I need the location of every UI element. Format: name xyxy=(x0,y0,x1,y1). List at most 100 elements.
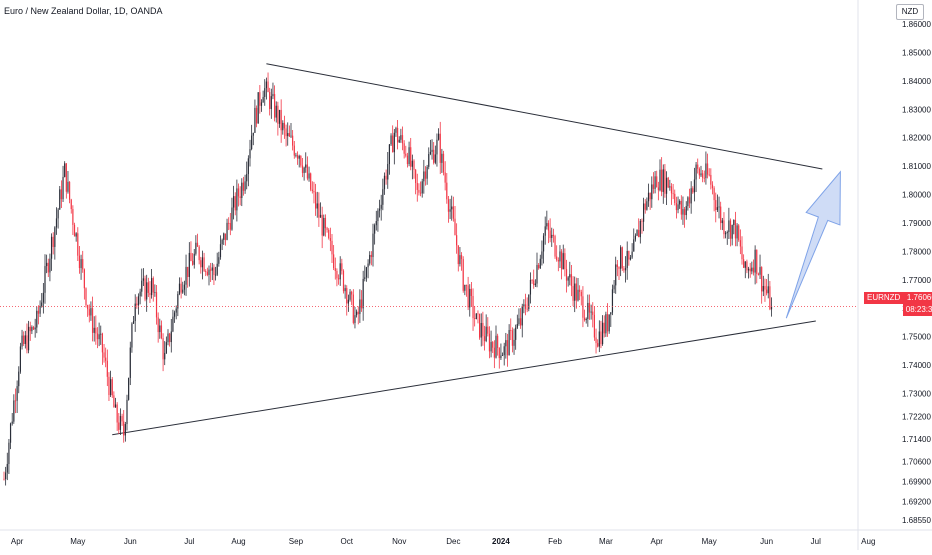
candle-body xyxy=(564,253,566,269)
candle-body xyxy=(272,94,274,97)
candle-body xyxy=(764,286,766,290)
projection-arrow[interactable] xyxy=(785,170,841,319)
candle-body xyxy=(311,189,313,192)
candle-body xyxy=(725,233,727,235)
candle-body xyxy=(479,313,481,338)
price-axis[interactable]: 1.86000 1.85000 1.84000 1.83000 1.82000 1.810… xyxy=(902,20,931,525)
candle-body xyxy=(711,184,714,189)
candle-body xyxy=(6,463,8,473)
candle-body xyxy=(296,154,299,159)
candle-body xyxy=(441,153,443,163)
candle-body xyxy=(337,278,340,280)
candle-body xyxy=(77,233,79,256)
candle-body xyxy=(42,292,44,303)
candle-body xyxy=(516,324,518,328)
candle-body xyxy=(205,270,207,272)
candle-body xyxy=(192,260,194,265)
candle-body xyxy=(547,223,550,231)
candle-body xyxy=(406,155,409,165)
candle-body xyxy=(229,223,231,230)
candle-body xyxy=(159,325,161,333)
candle-body xyxy=(60,189,62,200)
candle-body xyxy=(169,333,171,343)
time-axis-tick-label: Jul xyxy=(811,537,821,546)
candle-body xyxy=(541,251,543,259)
price-axis-tick-label: 1.72200 xyxy=(902,412,931,421)
candle-body xyxy=(265,81,267,89)
candle-body xyxy=(93,327,95,333)
time-axis-tick-label: Jul xyxy=(184,537,194,546)
candle-body xyxy=(606,314,609,332)
candle-body xyxy=(216,263,218,275)
candle-body xyxy=(703,177,705,179)
candle-body xyxy=(82,259,84,270)
candle-body xyxy=(39,305,41,314)
candle-body xyxy=(539,258,541,269)
candle-body xyxy=(55,218,58,228)
time-axis[interactable]: Apr May Jun Jul Aug Sep Oct Nov Dec 2024 Feb Mar Apr… xyxy=(11,537,876,546)
price-axis-tick-label: 1.78000 xyxy=(902,247,931,256)
candle-body xyxy=(613,285,615,290)
price-tag-countdown: 08:23:36 xyxy=(905,305,932,314)
candle-body xyxy=(228,222,230,224)
candle-body xyxy=(626,250,628,269)
candle-body xyxy=(520,318,522,326)
candle-body xyxy=(375,221,377,226)
trendline-layer xyxy=(112,63,823,436)
time-axis-tick-label: May xyxy=(702,537,717,546)
candle-body xyxy=(398,139,400,143)
candle-body xyxy=(729,220,732,239)
candle-body xyxy=(508,330,510,356)
candle-body xyxy=(282,122,284,131)
candle-body xyxy=(659,169,661,191)
candle-body xyxy=(588,302,591,313)
candle-body xyxy=(457,245,459,265)
candle-body xyxy=(644,203,646,210)
candle-body xyxy=(178,283,181,294)
candle-body xyxy=(470,288,472,297)
candle-body xyxy=(587,302,589,319)
candle-body xyxy=(219,244,222,258)
candle-body xyxy=(88,309,90,316)
candle-body xyxy=(464,284,466,291)
currency-label[interactable]: NZD xyxy=(896,4,924,20)
trendline-upper[interactable] xyxy=(266,63,823,170)
time-axis-tick-label: Aug xyxy=(861,537,875,546)
candle-body xyxy=(334,267,336,271)
candle-body xyxy=(293,145,295,156)
candle-body xyxy=(561,251,563,270)
candle-body xyxy=(623,268,625,271)
candle-body xyxy=(718,206,720,208)
candle-body xyxy=(385,175,387,180)
candle-body xyxy=(739,240,741,247)
trendline-lower[interactable] xyxy=(112,320,816,436)
candle-body xyxy=(616,264,618,268)
candle-body xyxy=(356,311,358,316)
candle-body xyxy=(654,176,656,189)
candle-body xyxy=(413,160,415,170)
candle-body xyxy=(155,292,158,318)
candle-body xyxy=(185,266,187,285)
candle-body xyxy=(752,267,755,273)
candle-body xyxy=(103,352,105,358)
price-axis-tick-label: 1.71400 xyxy=(902,435,931,444)
candle-body xyxy=(684,209,686,216)
candle-body xyxy=(687,197,689,207)
candle-body xyxy=(90,308,92,316)
candle-body xyxy=(438,133,440,140)
candle-body xyxy=(16,386,18,401)
candle-body xyxy=(493,347,495,358)
candle-body xyxy=(119,416,122,430)
candle-body xyxy=(411,160,413,167)
candle-body xyxy=(157,317,159,333)
candle-body xyxy=(451,206,453,210)
candle-body xyxy=(118,422,120,430)
candle-body xyxy=(110,379,112,396)
candle-body xyxy=(114,404,117,408)
candle-body xyxy=(477,313,479,315)
candle-body xyxy=(569,274,571,278)
candle-body xyxy=(505,340,507,347)
candle-body xyxy=(715,200,717,211)
candle-body xyxy=(743,259,745,268)
